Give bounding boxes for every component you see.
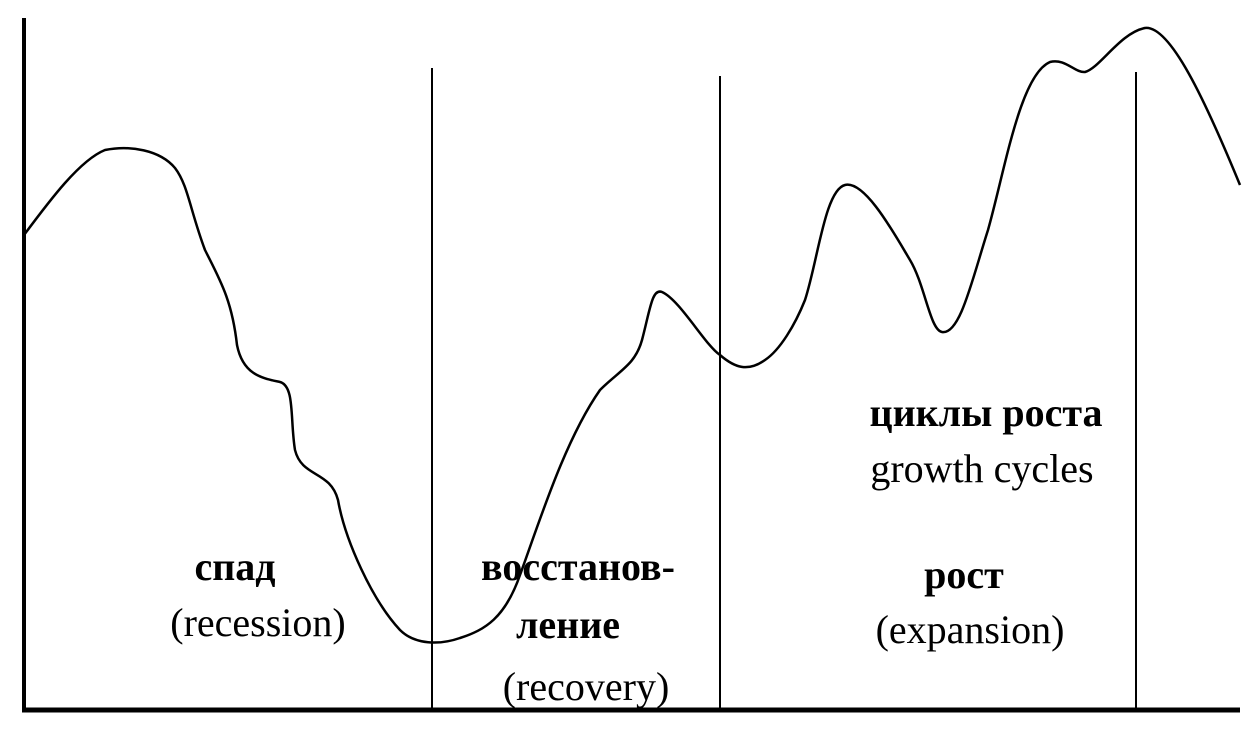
recession-en-label: (recession) bbox=[170, 600, 345, 645]
recovery-en-label: (recovery) bbox=[503, 664, 670, 709]
expansion-en-label: (expansion) bbox=[876, 607, 1065, 652]
growth-cycles-en-label: growth cycles bbox=[870, 446, 1093, 491]
recession-ru-label: спад bbox=[194, 544, 275, 589]
growth-cycles-ru-label: циклы роста bbox=[870, 390, 1103, 435]
cycle-curve bbox=[22, 26, 1242, 644]
recovery-ru-label-line2: ление bbox=[516, 602, 620, 647]
recovery-ru-label-line1: восстанов- bbox=[481, 544, 675, 589]
expansion-ru-label: рост bbox=[924, 552, 1004, 597]
